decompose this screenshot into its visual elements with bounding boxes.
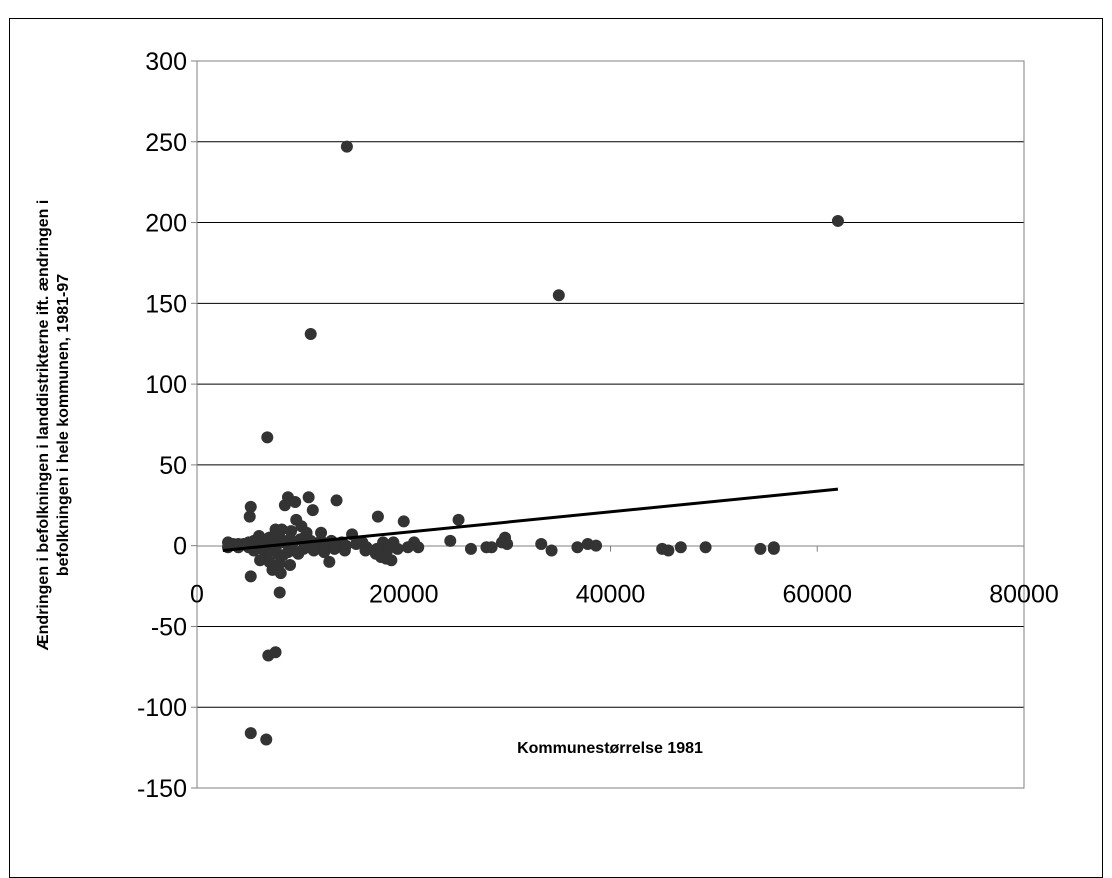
data-point: [318, 546, 331, 559]
data-point: [244, 570, 257, 583]
data-point: [273, 586, 286, 599]
data-point: [350, 538, 363, 551]
data-point: [412, 541, 425, 554]
data-point: [485, 541, 498, 554]
data-points: [222, 140, 844, 746]
data-point: [254, 554, 267, 567]
data-point: [699, 541, 712, 554]
data-point: [338, 544, 351, 557]
data-point: [274, 567, 287, 580]
data-point: [385, 554, 398, 567]
data-point: [302, 491, 315, 504]
data-point: [278, 499, 291, 512]
data-point: [590, 539, 603, 552]
data-point: [260, 733, 273, 746]
data-point: [552, 289, 565, 302]
data-point: [401, 541, 414, 554]
y-axis-title-line-1: Ændringen i befolkningen i landdistrikte…: [35, 200, 52, 651]
y-tick-label: 300: [145, 48, 187, 76]
data-point: [289, 496, 302, 509]
x-axis-title: Kommunestørrelse 1981: [517, 740, 703, 757]
data-point: [304, 328, 317, 341]
data-point: [371, 510, 384, 523]
y-tick-label: 200: [145, 210, 187, 238]
data-point: [535, 538, 548, 551]
y-tick-label: 0: [173, 533, 187, 561]
x-tick-label: 60000: [782, 581, 852, 609]
data-point: [674, 541, 687, 554]
data-point: [244, 500, 257, 513]
data-point: [444, 534, 457, 547]
y-tick-label: 150: [145, 290, 187, 318]
y-tick-label: -100: [137, 694, 187, 722]
data-point: [340, 140, 353, 153]
data-point: [501, 538, 514, 551]
x-tick-labels: 0 20000 40000 60000 80000: [190, 581, 1059, 609]
data-point: [831, 214, 844, 227]
x-tick-label: 0: [190, 581, 204, 609]
data-point: [452, 513, 465, 526]
y-tick-label: 250: [145, 129, 187, 157]
y-tick-label: 50: [159, 452, 187, 480]
y-axis-title-line-2: befolkningen i hele kommunen, 1981-97: [55, 274, 72, 576]
y-tick-labels: 300 250 200 150 100 50 0 -50 -100 -150: [137, 48, 187, 803]
data-point: [306, 504, 319, 517]
data-point: [284, 559, 297, 572]
data-point: [359, 544, 372, 557]
data-point: [767, 541, 780, 554]
trendline: [222, 487, 839, 553]
x-tick-label: 40000: [576, 581, 646, 609]
data-point: [244, 727, 257, 740]
data-point: [243, 510, 256, 523]
plot-area: [196, 60, 1025, 789]
data-point: [323, 555, 336, 568]
data-point: [269, 646, 282, 659]
gridlines: [197, 141, 1024, 708]
data-point: [545, 544, 558, 557]
chart-frame: [9, 18, 1103, 878]
y-axis-title: Ændringen i befolkningen i landdistrikte…: [35, 200, 72, 651]
data-point: [662, 544, 675, 557]
data-point: [571, 541, 584, 554]
data-point: [391, 542, 404, 555]
data-point: [307, 544, 320, 557]
y-tick-label: 100: [145, 371, 187, 399]
data-point: [328, 542, 341, 555]
y-tick-label: -50: [151, 613, 187, 641]
y-tick-label: -150: [137, 775, 187, 803]
data-point: [261, 431, 274, 444]
axis-ticks: [191, 60, 1025, 789]
data-point: [397, 515, 410, 528]
x-tick-label: 20000: [369, 581, 439, 609]
data-point: [754, 542, 767, 555]
data-point: [464, 542, 477, 555]
x-tick-label: 80000: [989, 581, 1059, 609]
data-point: [330, 494, 343, 507]
